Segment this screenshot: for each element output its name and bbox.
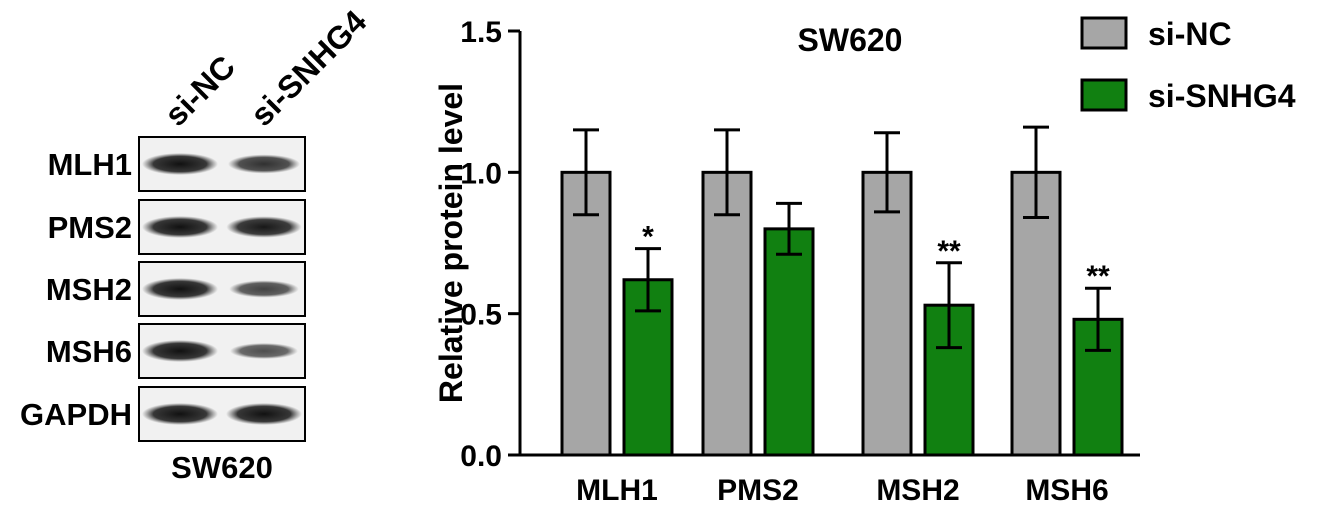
protein-band bbox=[230, 343, 298, 359]
x-tick-label: MSH6 bbox=[1025, 474, 1108, 507]
x-tick-label: MLH1 bbox=[576, 474, 658, 507]
y-tick-label: 1.0 bbox=[460, 157, 502, 190]
y-tick-label: 0.5 bbox=[460, 299, 502, 332]
protein-band bbox=[226, 403, 302, 425]
legend-swatch bbox=[1080, 78, 1128, 112]
protein-band bbox=[142, 278, 218, 300]
bar bbox=[701, 170, 753, 457]
x-tick-label: MSH2 bbox=[876, 474, 959, 507]
blot-row-label: MLH1 bbox=[48, 147, 132, 182]
blot-row-label: MSH6 bbox=[46, 334, 132, 369]
protein-band bbox=[142, 403, 218, 425]
blot-row-label: MSH2 bbox=[46, 272, 132, 307]
x-tick-label: PMS2 bbox=[717, 474, 799, 507]
y-tick-label: 1.5 bbox=[460, 16, 502, 49]
blot-cell-line-label: SW620 bbox=[171, 450, 273, 485]
protein-band bbox=[226, 216, 302, 238]
bar bbox=[560, 170, 612, 457]
y-axis-label: Relative protein level bbox=[433, 83, 469, 403]
blot-row-label: PMS2 bbox=[48, 210, 132, 245]
legend-label: si-NC bbox=[1148, 16, 1232, 52]
blot-row-label: GAPDH bbox=[20, 397, 132, 432]
protein-band bbox=[142, 340, 218, 362]
bar bbox=[763, 227, 815, 457]
bar bbox=[861, 170, 913, 457]
protein-band bbox=[142, 153, 218, 175]
bar bbox=[1010, 170, 1062, 457]
legend-swatch bbox=[1080, 16, 1128, 50]
legend-label: si-SNHG4 bbox=[1148, 78, 1296, 114]
significance-marker: * bbox=[642, 221, 654, 254]
chart-title: SW620 bbox=[798, 22, 903, 58]
protein-band bbox=[229, 280, 299, 298]
significance-marker: ** bbox=[937, 235, 961, 268]
significance-marker: ** bbox=[1086, 260, 1110, 293]
protein-band bbox=[142, 216, 218, 238]
protein-band bbox=[228, 154, 300, 174]
y-tick-label: 0.0 bbox=[460, 440, 502, 473]
